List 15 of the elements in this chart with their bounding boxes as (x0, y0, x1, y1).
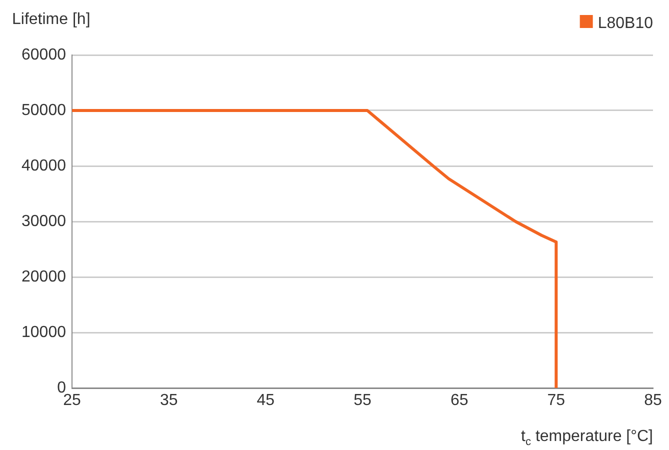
x-tick-label: 75 (547, 392, 566, 410)
y-tick-label: 30000 (22, 212, 66, 230)
x-tick-label: 35 (160, 392, 178, 410)
x-tick-label: 85 (644, 392, 662, 410)
x-tick-label: 25 (63, 392, 81, 410)
y-tick-label: 10000 (22, 324, 66, 341)
y-tick-label: 40000 (22, 157, 66, 174)
x-tick-label: 65 (450, 392, 468, 410)
legend-label: L80B10 (598, 15, 654, 32)
y-tick-label: 60000 (22, 46, 66, 64)
y-tick-label: 50000 (22, 102, 66, 119)
x-tick-label: 55 (354, 392, 372, 410)
y-axis-title: Lifetime [h] (12, 11, 90, 28)
y-tick-label: 20000 (22, 268, 66, 286)
x-tick-label: 45 (256, 392, 275, 410)
